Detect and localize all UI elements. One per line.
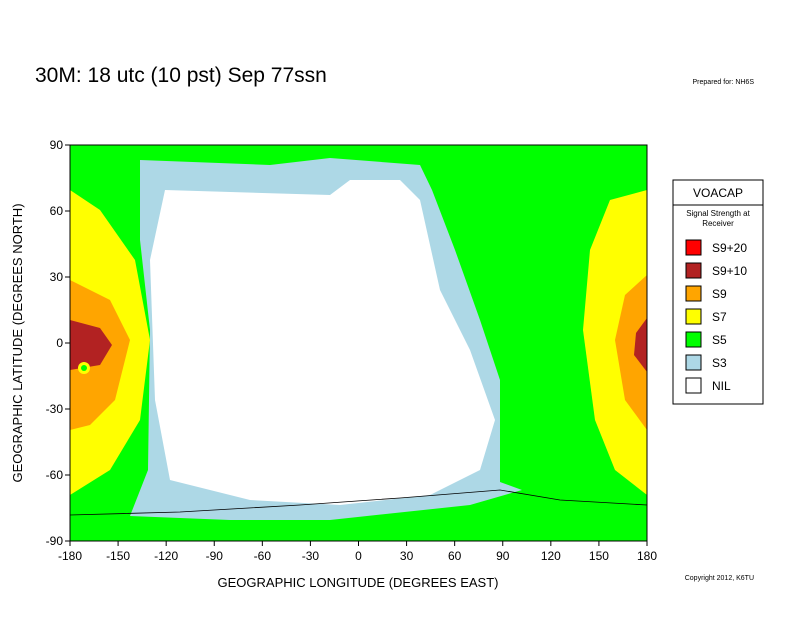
x-tick-label: 90	[496, 549, 510, 563]
legend: VOACAP Signal Strength at Receiver S9+20…	[672, 179, 764, 405]
legend-subtitle: Signal Strength at Receiver	[686, 209, 750, 228]
antarctic-coast	[69, 489, 648, 516]
copyright: Copyright 2012, K6TU	[685, 575, 754, 582]
nil-region	[150, 180, 495, 505]
s9-right	[615, 275, 647, 430]
x-tick-label: 180	[637, 549, 657, 563]
y-axis-label: GEOGRAPHIC LATITUDE (DEGREES NORTH)	[10, 203, 25, 482]
legend-label: S9	[712, 287, 727, 301]
legend-label: NIL	[712, 379, 731, 393]
title: 30M: 18 utc (10 pst) Sep 77ssn	[35, 64, 327, 87]
legend-swatch	[685, 377, 702, 394]
s9-10-left	[70, 320, 112, 370]
legend-label: S9+10	[712, 264, 747, 278]
x-tick-label: -60	[254, 549, 272, 563]
coverage-map	[69, 144, 648, 542]
legend-label: S5	[712, 333, 727, 347]
legend-swatch	[685, 262, 702, 279]
x-tick-label: 150	[589, 549, 609, 563]
s9-10-right	[634, 318, 647, 372]
x-tick-label: 60	[448, 549, 462, 563]
s5-notch	[545, 245, 565, 330]
x-tick-label: 120	[541, 549, 561, 563]
x-tick-label: -90	[206, 549, 224, 563]
x-tick-label: -150	[106, 549, 130, 563]
y-tick-label: 30	[50, 270, 64, 284]
legend-swatch	[685, 308, 702, 325]
x-tick-label: 0	[355, 549, 362, 563]
legend-title: VOACAP	[693, 186, 743, 200]
x-tick-label: -120	[154, 549, 178, 563]
legend-swatch	[685, 285, 702, 302]
y-tick-label: -60	[46, 468, 64, 482]
s7-right	[583, 190, 647, 495]
y-tick-label: 60	[50, 204, 64, 218]
ticks: -180 -150 -120 -90 -60 -30 0 30 60 90 120 150 180 -90…	[46, 138, 658, 563]
legend-label: S3	[712, 356, 727, 370]
legend-swatch	[685, 331, 702, 348]
x-tick-label: -180	[58, 549, 82, 563]
y-tick-label: 90	[50, 138, 64, 152]
x-tick-label: -30	[302, 549, 320, 563]
y-tick-label: -90	[46, 534, 64, 548]
x-tick-label: 30	[400, 549, 414, 563]
legend-swatch	[685, 239, 702, 256]
legend-label: S7	[712, 310, 727, 324]
legend-label: S9+20	[712, 241, 747, 255]
y-tick-label: 0	[56, 336, 63, 350]
legend-swatch	[685, 354, 702, 371]
x-axis-label: GEOGRAPHIC LONGITUDE (DEGREES EAST)	[218, 575, 499, 590]
prepared-for: Prepared for: NH6S	[693, 79, 755, 86]
spot-core	[81, 365, 87, 371]
legend-subtitle-box: Signal Strength at Receiver	[686, 209, 750, 228]
y-tick-label: -30	[46, 402, 64, 416]
